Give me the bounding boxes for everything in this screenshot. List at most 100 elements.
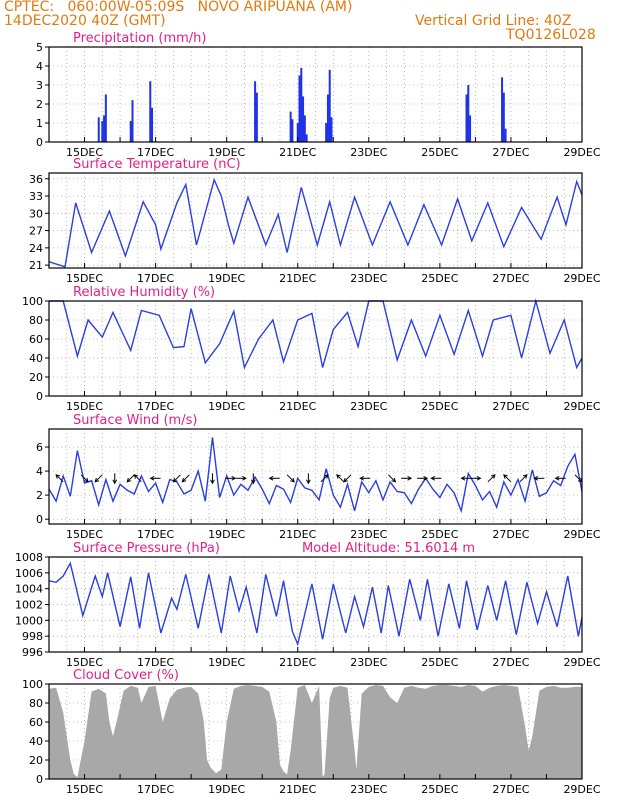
y-tick-label: 1 [36,117,43,130]
wind-vector [235,475,247,481]
wind-vector-head [533,475,539,481]
surface-wind-title: Surface Wind (m/s) [73,413,197,428]
precip-bar [103,115,106,142]
wind-vector-shaft [487,474,496,483]
precip-bar [326,94,329,142]
wind-vector-head [336,474,341,479]
y-tick-label: 2 [36,489,43,502]
wind-vector [133,474,142,483]
wind-vector [554,475,566,481]
wind-vector-head [94,477,100,483]
precip-bar [149,81,152,142]
x-tick-label: 29DEC [563,528,600,541]
wind-vector [343,474,352,483]
x-tick-label: 15DEC [66,146,103,159]
y-tick-label: 30 [29,207,43,220]
precip-bar [101,121,104,142]
wind-vector [112,473,118,485]
surface-wind-chart: Surface Wind (m/s) 0 2 4 6 15DEC 17DEC 19DEC 21D… [36,413,601,541]
wind-vector-head [343,477,348,483]
x-tick-label: 19DEC [208,400,245,413]
precip-bar [303,115,306,142]
x-tick-label: 17DEC [137,400,174,413]
wind-vector-head [250,479,256,485]
x-tick-label: 29DEC [563,400,600,413]
precip-bar [501,77,504,142]
x-tick-label: 17DEC [137,656,174,669]
y-tick-label: 3 [36,79,43,92]
precip-bar [129,121,132,142]
wind-vector-shaft [55,474,64,483]
x-tick-label: 15DEC [66,783,103,796]
y-tick-label: 6 [36,441,43,454]
model-altitude-label: Model Altitude: 51.6014 m [302,541,475,556]
x-tick-label: 19DEC [208,528,245,541]
relative-humidity-chart: Relative Humidity (%) 0 20 40 60 80 100 15DEC 17… [22,285,601,413]
precip-bar [502,92,505,142]
wind-vector [286,474,295,483]
wind-vector-shaft [343,474,352,483]
y-tick-label: 33 [29,190,43,203]
wind-vector [320,474,329,483]
x-tick-label: 25DEC [421,272,458,285]
cloud-cover-area [49,685,582,779]
wind-vector-head [423,475,429,481]
x-tick-label: 29DEC [563,783,600,796]
precip-bar [469,115,472,142]
y-tick-label: 998 [22,630,43,643]
surface-pressure-chart: Surface Pressure (hPa) Model Altitude: 51… [15,541,601,669]
header-line-2: 14DEC2020 40Z (GMT) [4,13,166,29]
wind-vector-head [522,474,528,479]
y-tick-label: 40 [29,352,43,365]
cloud-cover-frame [48,683,583,780]
wind-vector [250,473,256,485]
surface-pressure-title: Surface Pressure (hPa) [73,541,220,556]
wind-vector-head [231,475,237,481]
x-tick-label: 27DEC [492,272,529,285]
x-tick-label: 15DEC [66,656,103,669]
x-tick-label: 21DEC [279,528,316,541]
wind-vector-head [112,479,118,485]
wind-vector-head [407,475,413,481]
wind-vector-shaft [173,474,181,483]
precip-bar [254,81,257,142]
x-tick-label: 19DEC [208,783,245,796]
wind-vector [268,475,280,481]
x-tick-label: 27DEC [492,656,529,669]
precip-bar [330,117,333,142]
x-tick-label: 21DEC [279,272,316,285]
wind-vector [487,474,496,483]
y-tick-label: 2 [36,98,43,111]
y-tick-label: 60 [29,333,43,346]
x-tick-label: 15DEC [66,400,103,413]
y-tick-label: 1002 [15,599,43,612]
wind-vector-head [359,475,364,481]
y-tick-label: 100 [22,295,43,308]
precip-bar [467,85,470,142]
y-tick-label: 5 [36,41,43,54]
wind-vector-head [430,475,436,481]
precipitation-frame [48,46,583,143]
cloud-cover-chart: Cloud Cover (%) 0 20 40 60 80 100 15DEC 17DEC 19D… [22,668,601,796]
y-tick-label: 996 [22,646,43,659]
x-tick-label: 19DEC [208,146,245,159]
y-tick-label: 60 [29,716,43,729]
wind-vector-head [490,474,496,479]
wind-vector [80,474,89,483]
y-tick-label: 24 [29,242,43,255]
wind-vector-shaft [388,474,396,483]
x-tick-label: 21DEC [279,400,316,413]
y-tick-label: 4 [36,465,43,478]
wind-vector [172,474,181,483]
cloud-cover-title: Cloud Cover (%) [73,668,179,683]
precip-bar [131,100,134,142]
wind-vector [55,474,64,483]
y-tick-label: 80 [29,697,43,710]
x-tick-label: 17DEC [137,272,174,285]
x-tick-label: 29DEC [563,146,600,159]
y-tick-label: 100 [22,678,43,691]
wind-vector-shaft [80,474,89,483]
y-tick-label: 27 [29,225,43,238]
x-tick-label: 25DEC [421,656,458,669]
